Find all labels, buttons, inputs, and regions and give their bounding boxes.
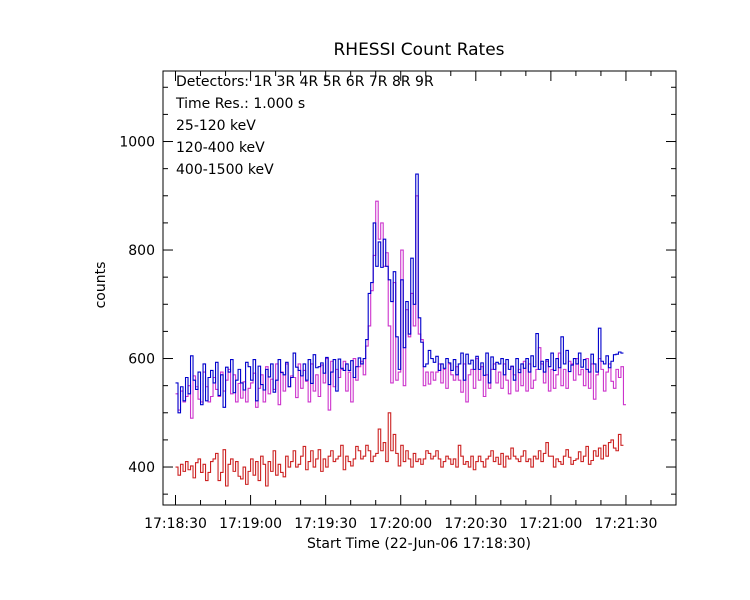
series-layer — [175, 173, 626, 487]
y-tick-label: 1000 — [119, 135, 155, 151]
plot-frame — [162, 70, 677, 506]
x-tick-label: 17:20:00 — [369, 516, 432, 532]
ticks-layer: 17:18:30 17:19:00 17:19:30 17:20:00 17:20:30… — [119, 71, 677, 532]
x-tick-label: 17:21:00 — [519, 516, 582, 532]
x-tick-label: 17:19:30 — [294, 516, 357, 532]
series-25-120-kev-line — [175, 173, 624, 414]
legend-entry-400-1500-kev: 400-1500 keV — [176, 162, 274, 178]
y-tick-label: 600 — [128, 352, 155, 368]
x-axis-label: Start Time (22-Jun-06 17:18:30) — [307, 536, 531, 552]
series-400-1500-kev-line — [175, 412, 624, 487]
x-tick-label: 17:19:00 — [219, 516, 282, 532]
legend-layer: Detectors: 1R 3R 4R 5R 6R 7R 8R 9R Time … — [175, 74, 434, 178]
legend-entry-120-400-kev: 120-400 keV — [176, 140, 265, 156]
annotation-time-resolution: Time Res.: 1.000 s — [175, 96, 305, 112]
annotation-detectors: Detectors: 1R 3R 4R 5R 6R 7R 8R 9R — [176, 74, 434, 90]
plot-border — [162, 70, 677, 506]
x-tick-label: 17:20:30 — [444, 516, 507, 532]
y-tick-label: 800 — [128, 243, 155, 259]
x-tick-label: 17:18:30 — [144, 516, 207, 532]
y-axis-label: counts — [93, 262, 109, 309]
chart-title: RHESSI Count Rates — [333, 40, 504, 60]
y-tick-label: 400 — [128, 460, 155, 476]
x-tick-label: 17:21:30 — [595, 516, 658, 532]
legend-entry-25-120-kev: 25-120 keV — [176, 118, 256, 134]
